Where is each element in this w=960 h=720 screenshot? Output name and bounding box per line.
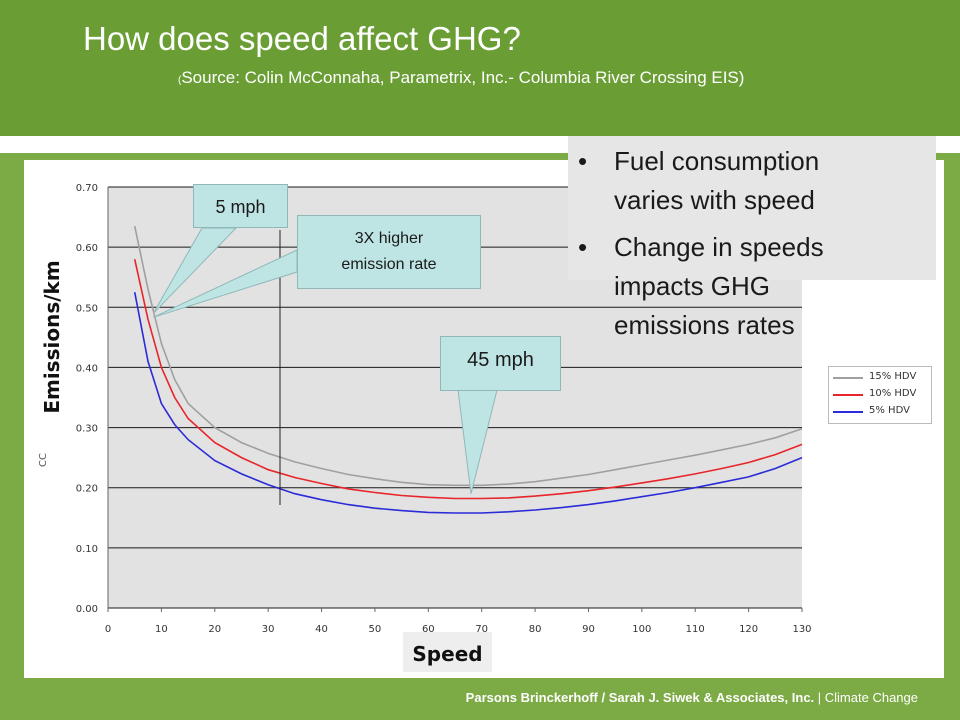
chart-legend: 15% HDV 10% HDV 5% HDV (828, 366, 932, 424)
y-tick-label: 0.70 (76, 183, 98, 194)
callout-3x-line2: emission rate (341, 256, 437, 273)
footer-credit-rest: | Climate Change (814, 690, 918, 705)
x-tick-label: 60 (422, 624, 435, 635)
legend-swatch-5 (833, 411, 863, 413)
x-tick-label: 0 (105, 624, 111, 635)
legend-swatch-15 (833, 377, 863, 379)
callout-5-mph-pointer (152, 227, 238, 314)
bullet-line: emissions rates (614, 310, 795, 340)
source-citation: (Source: Colin McConnaha, Parametrix, In… (178, 68, 744, 88)
bullet-dot: • (578, 146, 588, 176)
y-tick-label: 0.00 (76, 604, 98, 615)
bullet-line: Fuel consumption (614, 146, 820, 176)
legend-label-5: 5% HDV (869, 405, 910, 416)
callout-5-mph-text: 5 mph (215, 197, 266, 217)
bullet-line: impacts GHG (614, 271, 771, 301)
callout-45-mph: 45 mph (440, 336, 561, 391)
slide-title: How does speed affect GHG? (83, 20, 521, 57)
y-tick-label: 0.40 (76, 363, 98, 374)
bullet-line: varies with speed (614, 185, 815, 215)
y-tick-label: 0.20 (76, 484, 98, 495)
source-paren: ( (178, 75, 182, 86)
y-tick-label: 0.30 (76, 424, 98, 435)
legend-label-15: 15% HDV (869, 371, 917, 382)
y-axis-hidden-glyph: CC (38, 453, 49, 467)
title-banner: How does speed affect GHG? (Source: Coli… (0, 0, 960, 136)
x-axis-label: Speed (403, 632, 492, 672)
footer-credit-bold: Parsons Brinckerhoff / Sarah J. Siwek & … (465, 690, 815, 705)
y-axis-label-text: Emissions/km (40, 260, 64, 414)
x-tick-label: 40 (315, 624, 328, 635)
callout-5-mph: 5 mph (193, 184, 288, 228)
legend-swatch-10 (833, 394, 863, 396)
callout-45-mph-text: 45 mph (467, 349, 534, 371)
bullet-text-1: Fuel consumption varies with speed (614, 142, 819, 220)
bullet-line: Change in speeds (614, 232, 824, 262)
x-tick-label: 110 (686, 624, 705, 635)
callout-3x-higher: 3X higher emission rate (297, 215, 481, 289)
x-tick-label: 30 (262, 624, 275, 635)
x-tick-label: 130 (792, 624, 811, 635)
x-tick-label: 100 (632, 624, 651, 635)
bullet-dot: • (578, 232, 588, 262)
series-line-2 (133, 292, 803, 514)
callout-3x-line1: 3X higher (354, 230, 424, 247)
footer-credit: Parsons Brinckerhoff / Sarah J. Siwek & … (466, 690, 918, 705)
bullet-text-2: Change in speeds impacts GHG emissions r… (614, 228, 824, 345)
series-line-1 (133, 259, 803, 500)
series-line-0 (133, 225, 803, 487)
x-tick-label: 80 (529, 624, 542, 635)
source-text: Source: Colin McConnaha, Parametrix, Inc… (181, 68, 745, 87)
y-tick-label: 0.10 (76, 544, 98, 555)
x-tick-label: 120 (739, 624, 758, 635)
y-tick-label: 0.60 (76, 243, 98, 254)
x-tick-label: 70 (475, 624, 488, 635)
x-tick-label: 50 (369, 624, 382, 635)
bullet-box: • Fuel consumption varies with speed • C… (568, 136, 936, 340)
y-axis-label: Emissions/km (34, 232, 70, 442)
x-tick-label: 90 (582, 624, 595, 635)
y-tick-label: 0.50 (76, 303, 98, 314)
x-tick-label: 20 (208, 624, 221, 635)
legend-label-10: 10% HDV (869, 388, 917, 399)
x-tick-label: 10 (155, 624, 168, 635)
